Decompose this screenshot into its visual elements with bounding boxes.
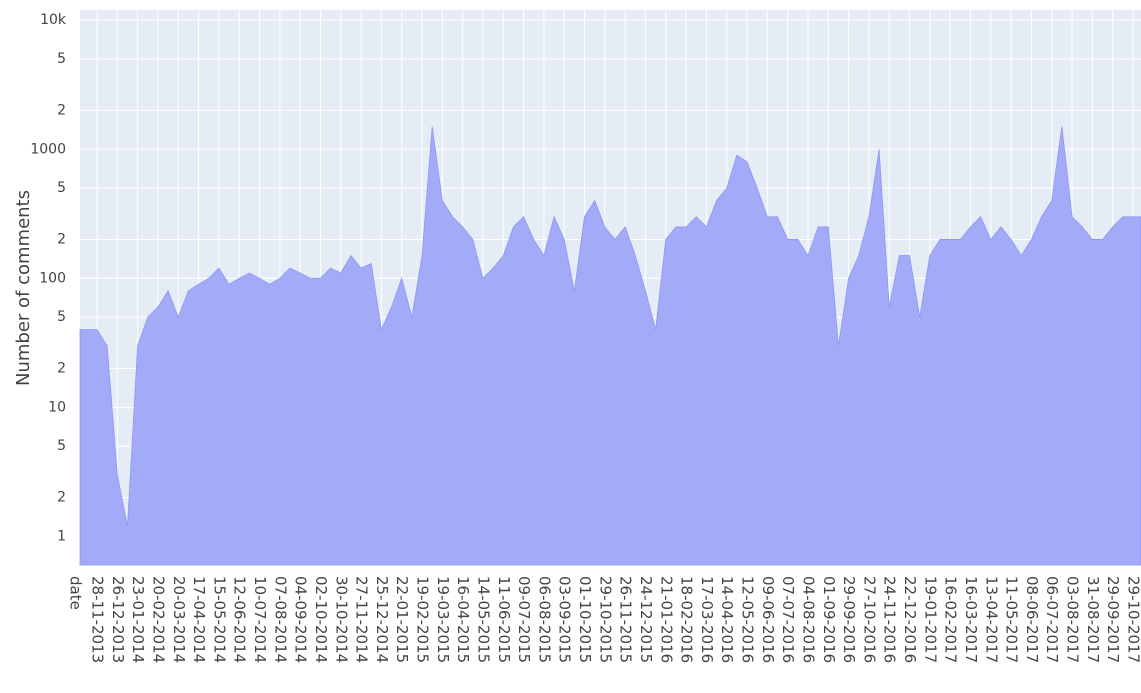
x-tick-label: 19-03-2015 [434, 576, 452, 663]
x-tick-label: 28-11-2013 [89, 576, 107, 663]
x-tick-label: 07-07-2016 [779, 576, 797, 663]
x-tick-label: 29-10-2017 [1125, 576, 1141, 663]
x-tick-label: 22-12-2016 [901, 576, 919, 663]
y-tick-label: 10k [40, 12, 67, 28]
x-tick-label: 01-10-2015 [576, 576, 594, 663]
x-tick-label: 06-08-2015 [535, 576, 553, 663]
x-tick-label: 11-06-2015 [495, 576, 513, 663]
y-tick-label: 5 [57, 438, 66, 454]
y-tick-label: 2 [57, 360, 66, 376]
y-tick-label: 5 [57, 309, 66, 325]
y-tick-label: 5 [57, 180, 66, 196]
y-tick-label: 5 [57, 51, 66, 67]
x-tick-label: 09-07-2015 [515, 576, 533, 663]
x-tick-label: 27-10-2016 [860, 576, 878, 663]
x-tick-label: 03-08-2017 [1064, 576, 1082, 663]
y-tick-label: 2 [57, 231, 66, 247]
x-tick-label: 14-05-2015 [474, 576, 492, 663]
x-tick-label: 14-04-2016 [718, 576, 736, 663]
x-tick-label: 30-10-2014 [332, 576, 350, 663]
x-tick-label: 01-09-2016 [820, 576, 838, 663]
x-tick-label: 16-04-2015 [454, 576, 472, 663]
y-axis-title: Number of comments [13, 190, 34, 386]
y-tick-label: 1000 [30, 141, 66, 157]
x-tick-label: 31-08-2017 [1084, 576, 1102, 663]
x-tick-label: 17-03-2016 [698, 576, 716, 663]
y-tick-label: 2 [57, 490, 66, 506]
x-tick-label: 04-08-2016 [799, 576, 817, 663]
x-tick-label: 18-02-2016 [678, 576, 696, 663]
x-tick-label: 07-08-2014 [271, 576, 289, 663]
x-tick-label: 10-07-2014 [251, 576, 269, 663]
x-tick-label: 24-12-2015 [637, 576, 655, 663]
x-tick-label: 08-06-2017 [1023, 576, 1041, 663]
x-tick-label: 16-03-2017 [962, 576, 980, 663]
y-tick-label: 1 [57, 528, 66, 544]
x-tick-label: 26-12-2013 [109, 576, 127, 663]
x-tick-label: 25-12-2014 [373, 576, 391, 663]
x-tick-label: 19-01-2017 [921, 576, 939, 663]
y-tick-label: 2 [57, 102, 66, 118]
x-tick-label: 13-04-2017 [982, 576, 1000, 663]
x-tick-label: 16-02-2017 [942, 576, 960, 663]
x-tick-label: 29-10-2015 [596, 576, 614, 663]
x-tick-label: 02-10-2014 [312, 576, 330, 663]
x-axis-title: date [67, 576, 85, 610]
x-tick-label: 17-04-2014 [190, 576, 208, 663]
x-tick-label: 23-01-2014 [129, 576, 147, 663]
area [79, 126, 1141, 566]
x-tick-label: 09-06-2016 [759, 576, 777, 663]
x-tick-label: 29-09-2016 [840, 576, 858, 663]
x-tick-label: 04-09-2014 [292, 576, 310, 663]
x-tick-label: 20-02-2014 [149, 576, 167, 663]
x-tick-label: 12-05-2016 [739, 576, 757, 663]
x-tick-label: 22-01-2015 [393, 576, 411, 663]
x-tick-label: 19-02-2015 [414, 576, 432, 663]
x-tick-label: 29-09-2017 [1104, 576, 1122, 663]
x-tick-label: 20-03-2014 [170, 576, 188, 663]
x-tick-label: 21-01-2016 [657, 576, 675, 663]
y-tick-label: 10 [48, 399, 66, 415]
x-tick-label: 03-09-2015 [556, 576, 574, 663]
x-tick-label: 24-11-2016 [881, 576, 899, 663]
y-tick-label: 100 [39, 270, 66, 286]
x-tick-label: 26-11-2015 [617, 576, 635, 663]
x-tick-label: 06-07-2017 [1043, 576, 1061, 663]
x-tick-label: 12-06-2014 [231, 576, 249, 663]
x-tick-label: 27-11-2014 [353, 576, 371, 663]
x-tick-label: 15-05-2014 [210, 576, 228, 663]
x-tick-label: 11-05-2017 [1003, 576, 1021, 663]
